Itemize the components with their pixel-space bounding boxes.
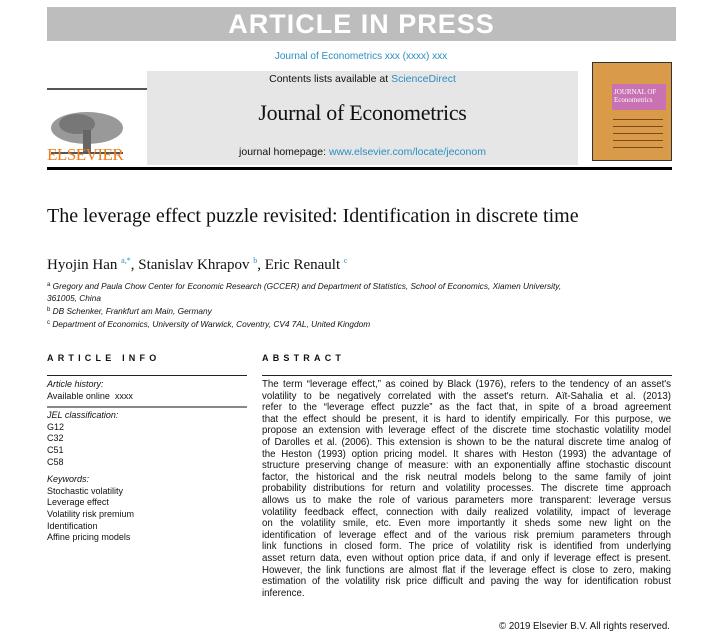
author-affil-sup[interactable]: b — [253, 256, 258, 265]
header-bottom-rule — [47, 167, 672, 170]
author-affil-sup[interactable]: a,* — [121, 256, 131, 265]
author-list: Hyojin Han a,*, Stanislav Khrapov b, Eri… — [47, 256, 348, 273]
abstract-line: of Darolles et al. (2006). This extensio… — [262, 436, 671, 448]
journal-reference-link[interactable]: Journal of Econometrics xxx (xxxx) xxx — [274, 51, 448, 62]
sciencedirect-link[interactable]: ScienceDirect — [391, 73, 456, 85]
keyword: Volatility risk premium — [47, 508, 135, 519]
keyword: Identification — [47, 520, 98, 531]
abstract-line: volatility feedback effect, connection w… — [262, 506, 671, 518]
cover-title: JOURNAL OF Econometrics — [612, 84, 666, 110]
contents-line: Contents lists available at ScienceDirec… — [147, 73, 578, 85]
homepage-link[interactable]: www.elsevier.com/locate/jeconom — [328, 146, 486, 158]
jel-code: C58 — [47, 456, 64, 467]
article-info-heading: ARTICLE INFO — [47, 353, 161, 363]
abstract-heading: ABSTRACT — [262, 353, 346, 363]
abstract-line: inference. — [262, 587, 305, 599]
journal-cover-image: JOURNAL OF Econometrics — [592, 62, 672, 161]
abstract-line: estimation of the volatility risk price … — [262, 576, 671, 588]
article-in-press-banner: ARTICLE IN PRESS — [47, 7, 676, 41]
abstract-line: allows us to make the role of various pa… — [262, 494, 671, 506]
abstract-line: asset return data, even without option p… — [262, 552, 671, 564]
abstract-line: the Heston (1993) option pricing model. … — [262, 448, 671, 460]
keywords-label: Keywords: — [47, 474, 90, 485]
keyword: Stochastic volatility — [47, 485, 124, 496]
jel-code: C51 — [47, 444, 64, 455]
author-affil-sup[interactable]: c — [343, 256, 348, 265]
abstract-line: However, the link functions are almost f… — [262, 564, 671, 576]
abstract-line: that the effect should be present, it is… — [262, 413, 671, 425]
abstract-line: factor, the historical and the risk neut… — [262, 471, 671, 483]
keyword: Leverage effect — [47, 497, 109, 508]
author-name[interactable]: Eric Renault — [264, 257, 341, 273]
affiliations: a Gregory and Paula Chow Center for Econ… — [47, 279, 567, 330]
abstract-line: The term “leverage effect,” as coined by… — [262, 379, 671, 390]
keyword: Affine pricing models — [47, 532, 131, 543]
abstract-line: structure preserving change of measure: … — [262, 460, 671, 472]
jel-label: JEL classification: — [47, 410, 119, 421]
homepage-line: journal homepage: www.elsevier.com/locat… — [147, 146, 578, 158]
abstract-line: link functions in closed form. The price… — [262, 541, 671, 553]
journal-title: Journal of Econometrics — [258, 100, 467, 125]
affiliation: a Gregory and Paula Chow Center for Econ… — [47, 281, 562, 303]
abstract-line: refer to the “leverage effect puzzle” as… — [262, 402, 671, 414]
contents-prefix: Contents lists available at — [269, 73, 392, 85]
abstract-line: volatility to be negatively correlated w… — [262, 390, 671, 402]
author-name[interactable]: Hyojin Han — [47, 257, 118, 273]
elsevier-wordmark: ELSEVIER — [47, 145, 124, 164]
homepage-prefix: journal homepage: — [239, 146, 329, 158]
affiliation: c Department of Economics, University of… — [47, 319, 371, 329]
abstract-rule — [262, 375, 672, 376]
journal-header-box — [147, 71, 578, 165]
article-title: The leverage effect puzzle revisited: Id… — [47, 205, 579, 227]
copyright: © 2019 Elsevier B.V. All rights reserved… — [498, 621, 670, 632]
affiliation: b DB Schenker, Frankfurt am Main, German… — [47, 306, 212, 316]
jel-code: C32 — [47, 433, 64, 444]
author-name[interactable]: Stanislav Khrapov — [138, 257, 250, 273]
abstract-text: The term “leverage effect,” as coined by… — [262, 379, 671, 599]
jel-code: G12 — [47, 421, 65, 432]
elsevier-tree-logo — [51, 112, 123, 154]
info-rule — [47, 375, 247, 376]
abstract-line: identification of leverage effect and of… — [262, 529, 671, 541]
abstract-line: propose an extension with leverage effec… — [262, 425, 671, 437]
info-divider — [47, 406, 247, 409]
history-value: Available online xxxx — [47, 390, 133, 401]
history-label: Article history: — [47, 379, 104, 389]
article-info: Article history: Available online xxxx J… — [47, 379, 247, 544]
abstract-line: probability distributions for return and… — [262, 483, 671, 495]
abstract-line: on the volatility smile, etc. Even more … — [262, 518, 671, 530]
